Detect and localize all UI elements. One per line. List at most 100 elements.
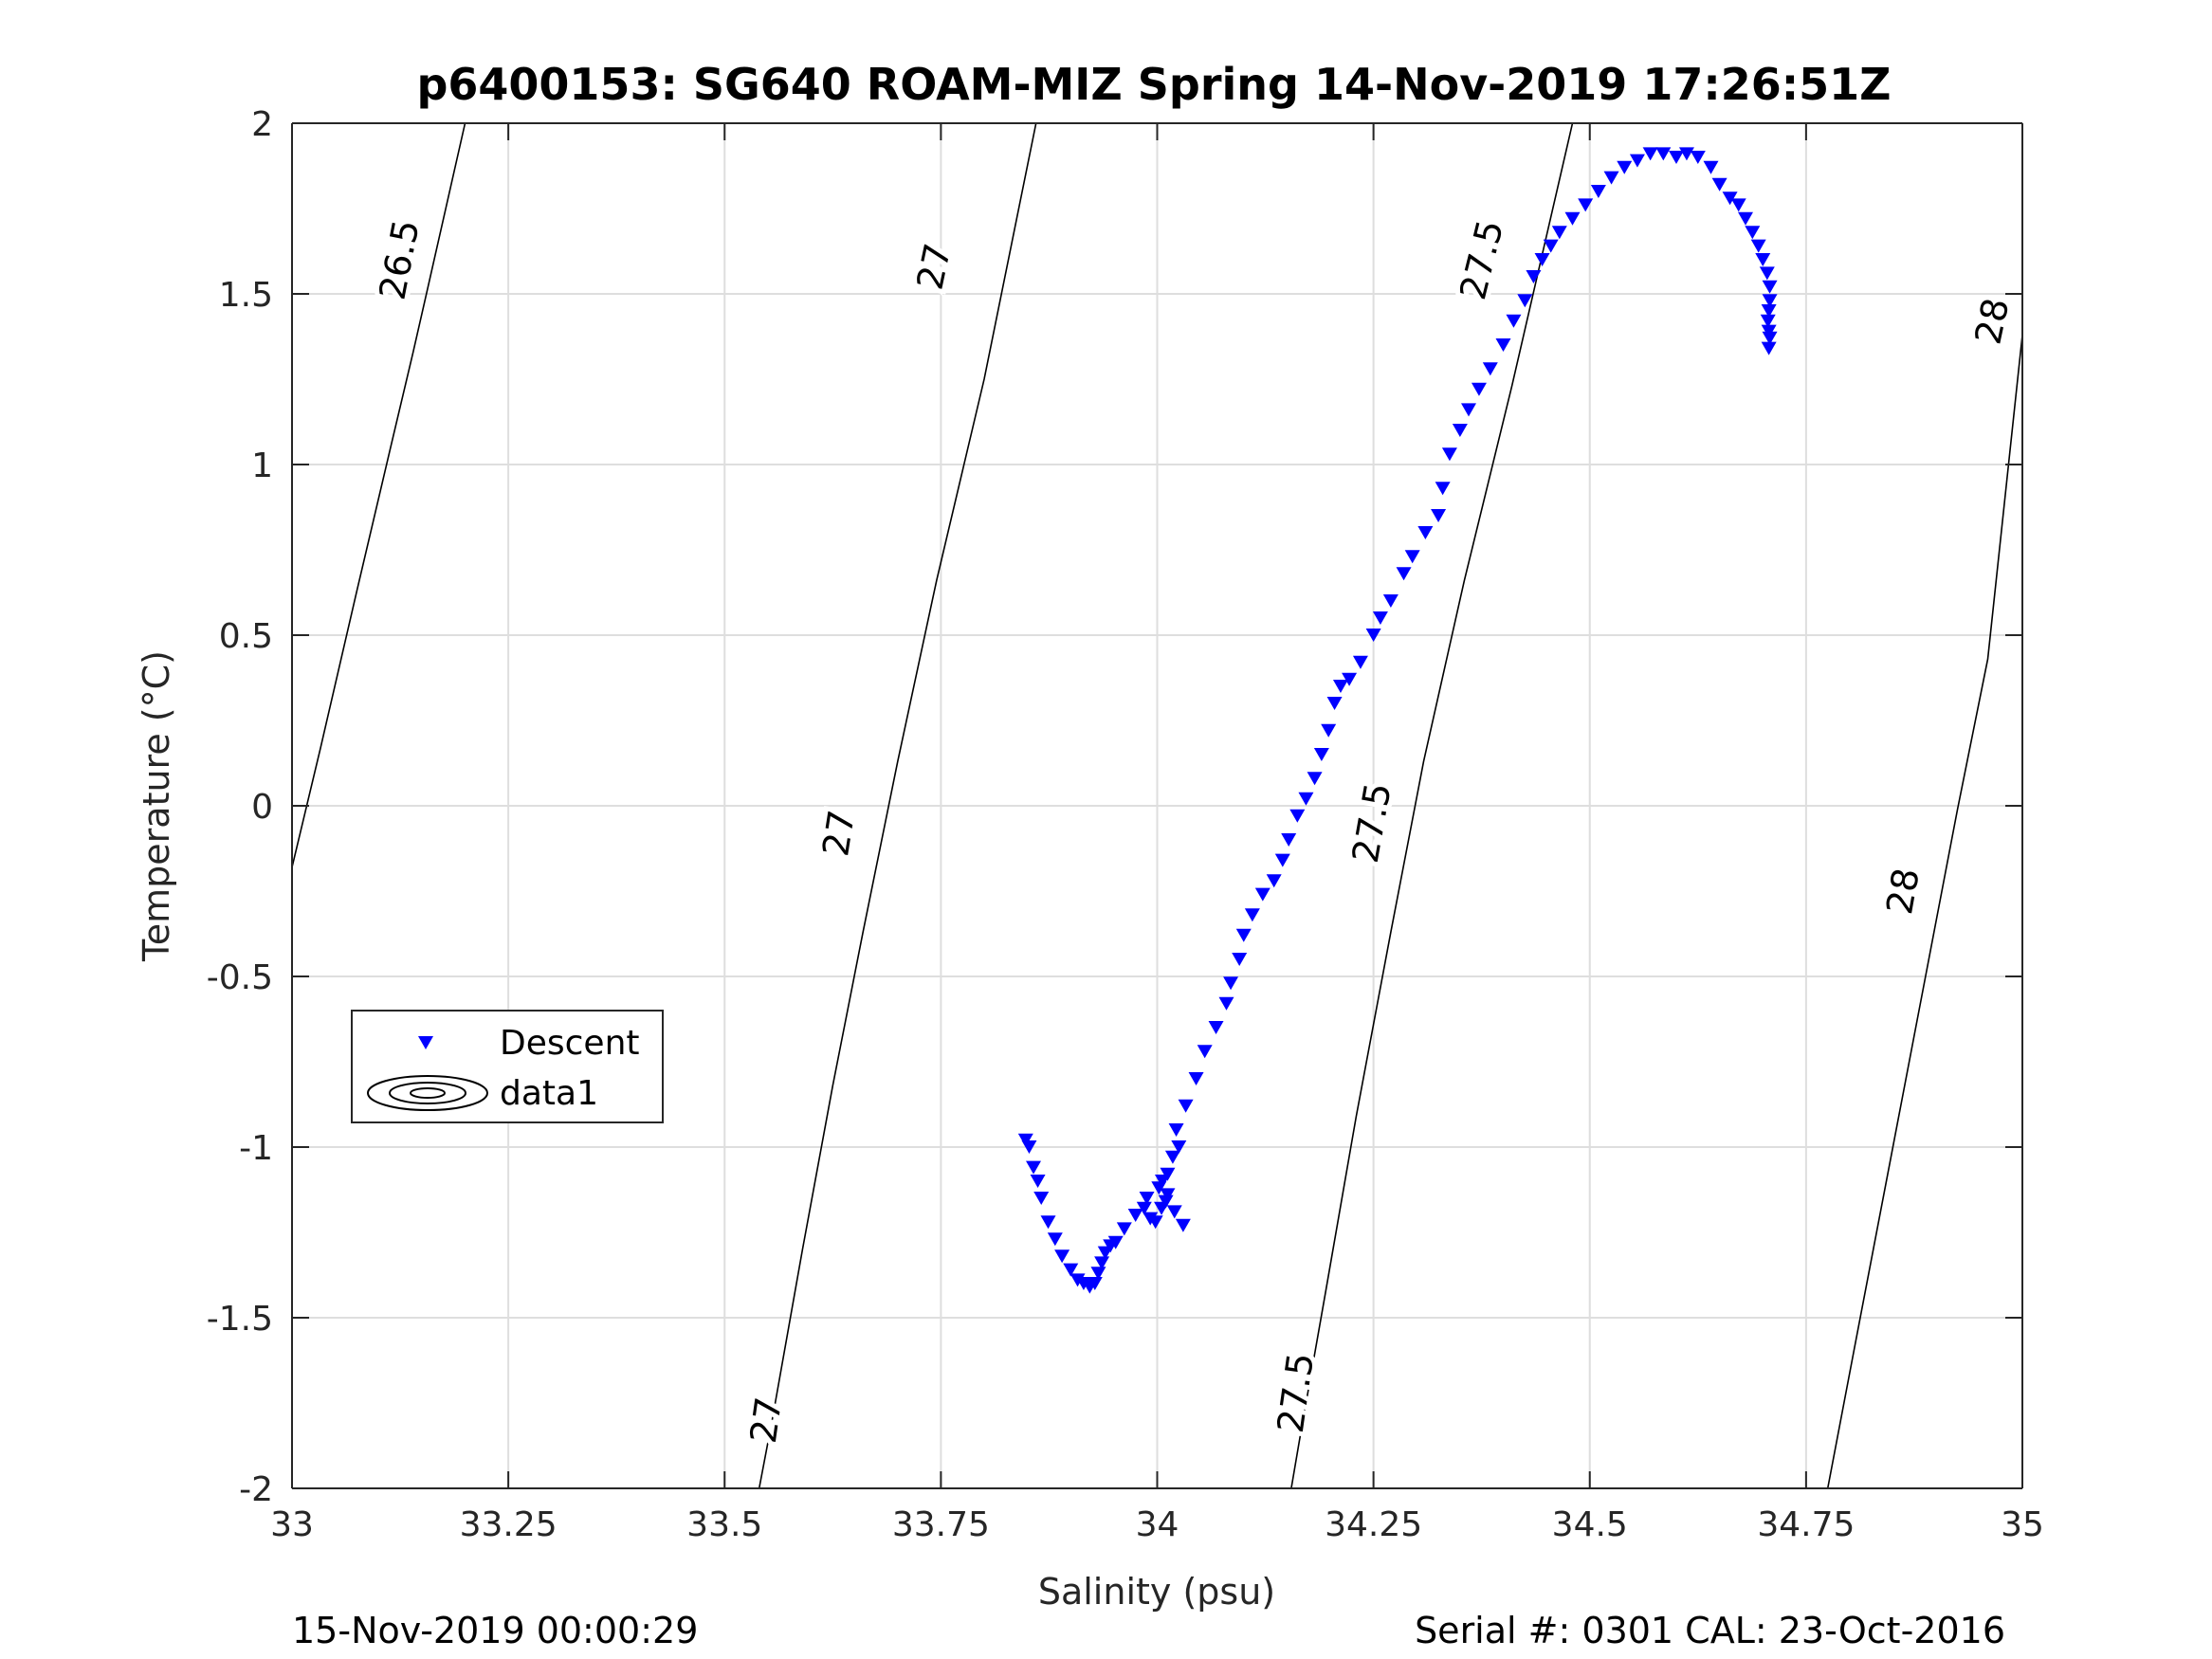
legend-contour-icon: [367, 1075, 488, 1111]
data-point: [1655, 147, 1672, 161]
data-point: [1396, 567, 1412, 581]
x-axis-ticks: 33 33.25 33.5 33.75 34 34.25 34.5 34.75 35: [270, 123, 2044, 1544]
contour-line: [1290, 123, 1574, 1488]
data-point: [1461, 403, 1476, 417]
legend-entry-descent: Descent: [500, 1024, 640, 1063]
data-point: [1759, 266, 1775, 281]
data-point: [1431, 509, 1447, 522]
data-point: [1171, 1140, 1187, 1154]
data-point: [1495, 338, 1511, 352]
data-point: [1352, 655, 1368, 669]
contour-line: [1826, 335, 2022, 1488]
data-point: [1382, 594, 1398, 608]
data-point: [1188, 1072, 1204, 1085]
x-tick-label: 33.75: [892, 1505, 990, 1544]
data-point: [1690, 151, 1706, 164]
data-point: [1762, 294, 1778, 308]
descent-series: [1017, 147, 1778, 1294]
x-tick-label: 34: [1136, 1505, 1179, 1544]
data-point: [1158, 1194, 1174, 1209]
contour-lines: [292, 123, 2022, 1488]
x-tick-label: 33.5: [686, 1505, 762, 1544]
data-point: [1551, 226, 1567, 240]
x-tick-label: 33: [270, 1505, 314, 1544]
data-point: [1745, 226, 1761, 240]
contour-line: [758, 123, 1037, 1488]
data-point: [1750, 239, 1766, 253]
data-point: [1738, 211, 1753, 226]
x-tick-label: 34.75: [1757, 1505, 1855, 1544]
data-point: [1168, 1123, 1184, 1137]
data-point: [1175, 1218, 1191, 1232]
data-point: [1069, 1273, 1086, 1287]
grid-lines: [291, 122, 2023, 1489]
data-point: [1730, 198, 1746, 212]
y-tick-label: 0.5: [219, 617, 273, 656]
data-point: [1235, 928, 1252, 942]
data-point: [1762, 331, 1778, 345]
data-point: [1281, 833, 1297, 847]
data-point: [1147, 1215, 1163, 1230]
data-point: [1471, 382, 1487, 396]
data-point: [1218, 996, 1234, 1011]
data-point: [1090, 1267, 1106, 1281]
data-point: [1534, 253, 1550, 266]
data-point: [1543, 239, 1559, 253]
data-point: [1629, 154, 1645, 168]
data-point: [1404, 550, 1420, 564]
data-point: [1244, 908, 1260, 922]
data-point: [1026, 1160, 1042, 1175]
data-point: [1139, 1192, 1155, 1205]
data-point: [1021, 1140, 1037, 1154]
contour-label: 28: [1878, 865, 1928, 917]
data-point: [1755, 253, 1771, 266]
data-point: [1197, 1045, 1213, 1059]
data-point: [1326, 697, 1343, 710]
x-tick-label: 34.25: [1325, 1505, 1422, 1544]
legend-descent-marker-icon: [418, 1036, 433, 1049]
x-tick-label: 35: [2001, 1505, 2044, 1544]
contour-label: 27.5: [1270, 1350, 1322, 1435]
data-point: [1178, 1099, 1194, 1113]
data-point: [1482, 362, 1498, 376]
data-point: [1116, 1222, 1132, 1236]
data-point: [1313, 748, 1329, 761]
data-point: [1298, 792, 1314, 806]
data-point: [1017, 1133, 1033, 1147]
legend: Descent data1: [351, 1010, 664, 1123]
data-point: [1136, 1201, 1152, 1215]
chart-title: p6400153: SG640 ROAM-MIZ Spring 14-Nov-2…: [416, 59, 1891, 110]
data-point: [1441, 447, 1457, 462]
data-point: [1274, 853, 1290, 867]
y-tick-label: 1: [251, 447, 273, 485]
data-point: [1094, 1256, 1110, 1270]
data-point: [1760, 314, 1776, 328]
contour-line: [292, 123, 466, 867]
data-point: [1603, 171, 1619, 185]
data-point: [1040, 1215, 1056, 1230]
data-point: [1578, 198, 1594, 212]
contour-label: 27: [742, 1395, 790, 1446]
data-point: [1087, 1277, 1103, 1290]
data-point: [1703, 160, 1719, 174]
data-point: [1517, 294, 1533, 308]
data-point: [1669, 151, 1684, 164]
y-tick-label: -2: [239, 1470, 273, 1509]
data-point: [1232, 953, 1248, 966]
data-point: [1617, 160, 1633, 174]
y-tick-label: -0.5: [207, 958, 273, 997]
data-point: [1160, 1167, 1176, 1181]
data-point: [1506, 314, 1522, 328]
data-point: [1365, 629, 1381, 642]
data-point: [1711, 177, 1728, 191]
data-point: [1761, 304, 1777, 318]
data-point: [1030, 1175, 1046, 1188]
data-point: [1307, 772, 1323, 786]
data-point: [1321, 723, 1337, 738]
x-tick-label: 33.25: [460, 1505, 558, 1544]
data-point: [1223, 976, 1239, 991]
data-point: [1254, 887, 1271, 902]
data-point: [1160, 1188, 1176, 1202]
